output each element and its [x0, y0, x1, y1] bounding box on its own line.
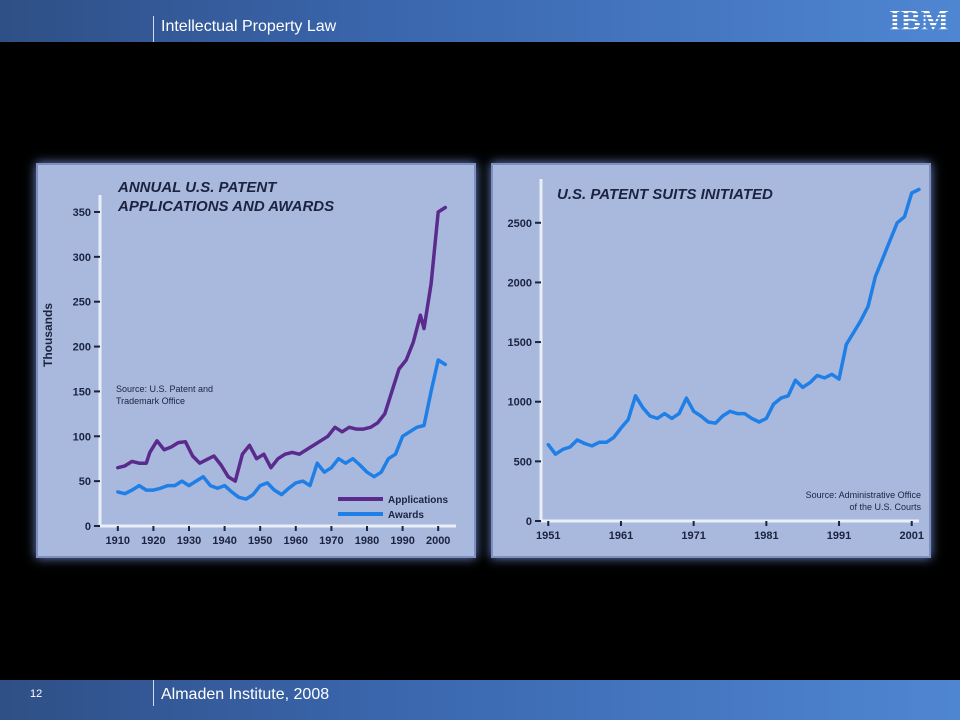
source-line1: Source: Administrative Office: [806, 490, 921, 500]
y-tick-label: 250: [73, 297, 91, 309]
ibm-logo: IBM: [889, 4, 949, 35]
x-tick-label: 2000: [426, 535, 450, 547]
x-tick-label: 1990: [390, 535, 414, 547]
x-tick-label: 1981: [754, 530, 778, 542]
y-tick-label: 300: [73, 252, 91, 264]
legend-label-applications: Applications: [388, 495, 448, 506]
patent-suits-chart: 0 500 1000 1500 2000 2500 1951 1961 1971 1981 1991…: [508, 179, 924, 542]
x-tick-label: 1960: [284, 535, 308, 547]
x-tick-label: 1991: [827, 530, 851, 542]
x-tick-label: 1951: [536, 530, 560, 542]
patent-applications-panel: 0 50 100 150 200 250 300 350 1910 1920 1930 1940 195…: [36, 163, 476, 558]
x-tick-label: 2001: [899, 530, 923, 542]
page-number: 12: [30, 688, 43, 700]
legend-label-awards: Awards: [388, 510, 424, 521]
y-tick-label: 1000: [508, 397, 532, 409]
ibm-logo-text: IBM: [889, 4, 949, 35]
source-line2: Trademark Office: [116, 396, 185, 406]
y-tick-label: 500: [514, 456, 532, 468]
header-bar: Intellectual Property Law IBM: [0, 0, 960, 42]
x-tick-label: 1950: [248, 535, 272, 547]
footer-bar: 12 Almaden Institute, 2008: [0, 680, 960, 720]
x-tick-label: 1940: [212, 535, 236, 547]
chart-title-line1: ANNUAL U.S. PATENT: [117, 179, 278, 196]
y-tick-label: 350: [73, 207, 91, 219]
y-tick-label: 0: [526, 516, 532, 528]
x-tick-label: 1970: [319, 535, 343, 547]
header-divider: [153, 16, 154, 42]
patent-suits-panel: 0 500 1000 1500 2000 2500 1951 1961 1971 1981 1991…: [491, 163, 931, 558]
source-line2: of the U.S. Courts: [849, 502, 921, 512]
x-tick-label: 1971: [681, 530, 705, 542]
x-tick-label: 1980: [355, 535, 379, 547]
series-line-applications: [116, 205, 448, 483]
x-tick-label: 1961: [609, 530, 633, 542]
x-tick-label: 1910: [106, 535, 130, 547]
chart-title-line2: APPLICATIONS AND AWARDS: [117, 198, 334, 215]
chart-title: U.S. PATENT SUITS INITIATED: [557, 186, 773, 203]
footer-divider: [153, 680, 154, 706]
patent-applications-chart: 0 50 100 150 200 250 300 350 1910 1920 1930 1940 195…: [41, 179, 456, 547]
y-axis-label: Thousands: [41, 303, 55, 367]
y-tick-label: 2500: [508, 218, 532, 230]
series-line-awards: [116, 358, 448, 501]
y-tick-label: 50: [79, 476, 91, 488]
series-line-0: [546, 187, 921, 456]
y-tick-label: 100: [73, 431, 91, 443]
y-tick-label: 150: [73, 386, 91, 398]
x-tick-label: 1930: [177, 535, 201, 547]
y-tick-label: 0: [85, 521, 91, 533]
y-tick-label: 1500: [508, 337, 532, 349]
y-tick-label: 2000: [508, 277, 532, 289]
y-tick-label: 200: [73, 342, 91, 354]
x-tick-label: 1920: [141, 535, 165, 547]
header-title: Intellectual Property Law: [161, 18, 337, 35]
source-line1: Source: U.S. Patent and: [116, 384, 213, 394]
footer-text: Almaden Institute, 2008: [161, 686, 330, 703]
